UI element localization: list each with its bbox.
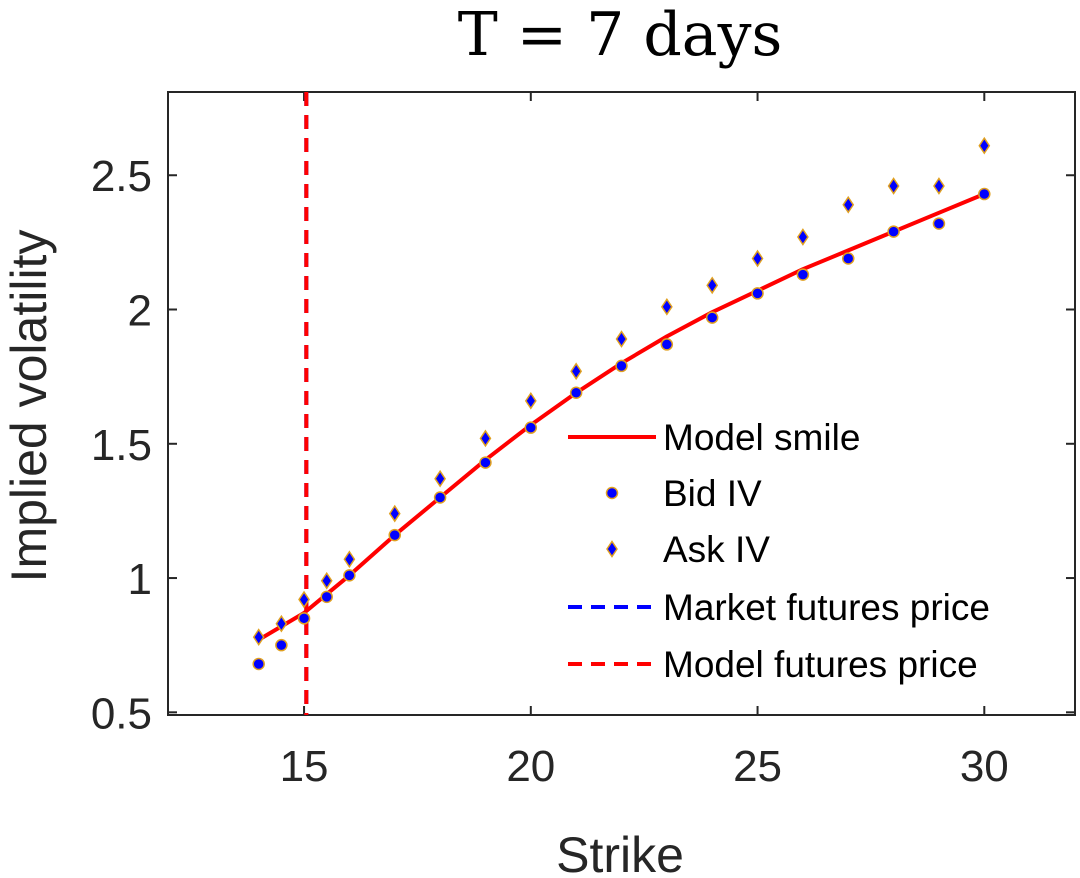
legend-bid-iv-swatch: [605, 486, 619, 500]
ask-iv-point: [933, 177, 945, 195]
bid-iv-point: [660, 338, 674, 351]
ask-iv-point: [320, 571, 333, 590]
legend-label: Model futures price: [663, 644, 978, 685]
legend-label: Market futures price: [663, 587, 990, 628]
bid-iv-point: [978, 187, 991, 201]
bid-iv-point: [751, 287, 764, 300]
x-tick-label: 25: [733, 742, 782, 791]
bid-iv-point: [705, 311, 719, 324]
legend-ask-iv-swatch: [606, 540, 618, 558]
ask-iv-point: [978, 136, 991, 155]
bid-iv-point: [615, 359, 628, 373]
y-tick-label: 1.5: [91, 421, 152, 470]
y-tick-label: 2.5: [91, 152, 152, 201]
ask-iv-point: [660, 297, 673, 316]
y-tick-label: 0.5: [91, 689, 152, 738]
bid-iv-point: [388, 528, 401, 542]
bid-iv-point: [320, 590, 333, 604]
bid-iv-point: [569, 386, 583, 400]
x-tick-label: 20: [506, 742, 555, 791]
ask-iv-point: [388, 504, 401, 523]
ask-iv-point: [751, 249, 764, 268]
bid-iv-point: [796, 268, 810, 281]
ask-iv-point: [796, 228, 809, 246]
legend: Model smile Bid IV Ask IV Market futures pr…: [568, 417, 990, 685]
bid-iv-point: [433, 491, 447, 504]
legend-label: Ask IV: [663, 529, 770, 570]
model-smile-line: [257, 192, 986, 642]
legend-label: Bid IV: [663, 473, 762, 514]
ask-iv-point: [298, 590, 310, 609]
x-tick-label: 15: [280, 742, 329, 791]
ask-iv-point: [842, 195, 855, 214]
legend-label: Model smile: [663, 417, 860, 458]
chart-title: T = 7 days: [458, 0, 783, 70]
y-axis-label: Implied volatility: [1, 230, 57, 583]
ask-iv-point: [343, 550, 356, 569]
ask-iv-point: [434, 469, 447, 488]
x-axis-label: Strike: [556, 827, 684, 878]
bid-iv-point: [932, 217, 946, 230]
bid-iv-point: [275, 638, 288, 652]
bid-iv-point: [297, 612, 311, 625]
x-tick-label: 30: [960, 742, 1009, 791]
bid-iv-point: [252, 657, 265, 671]
ask-iv-point: [479, 429, 492, 448]
ask-iv-point: [252, 628, 265, 646]
ask-iv-point: [275, 614, 288, 633]
bid-iv-point: [887, 225, 900, 238]
bid-iv-point: [343, 569, 356, 582]
y-tick-label: 2: [128, 287, 152, 336]
ask-iv-point: [706, 276, 719, 295]
ask-iv-point: [524, 391, 537, 410]
bid-iv-point: [842, 252, 855, 265]
y-tick-label: 1: [128, 555, 152, 604]
ask-iv-point: [887, 177, 900, 195]
plot-layer: 15 20 25 30 0.5 1 1.5 2 2.5: [91, 91, 1076, 791]
axes-box: [167, 91, 1076, 716]
bid-iv-point: [479, 456, 492, 469]
ask-iv-point: [570, 362, 583, 381]
ask-iv-point: [615, 330, 628, 348]
bid-iv-point: [524, 421, 538, 434]
